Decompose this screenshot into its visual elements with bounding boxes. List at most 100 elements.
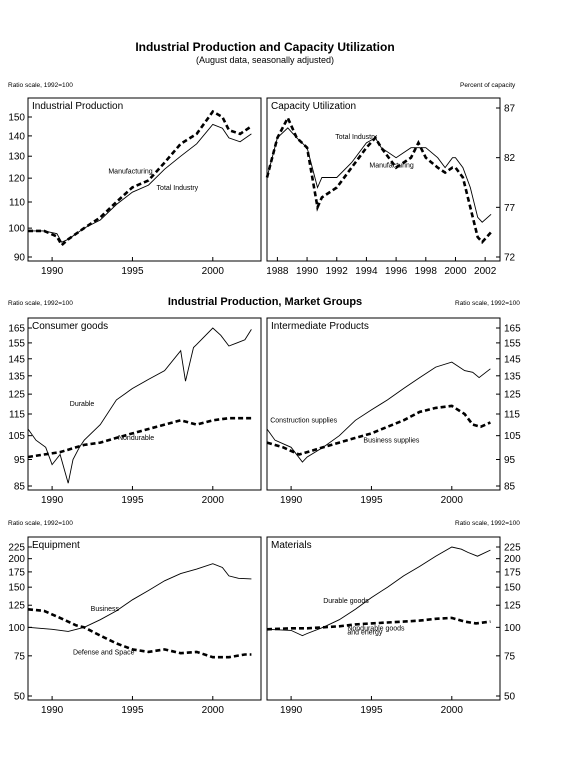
ip-frame [27, 97, 262, 262]
cu-xtick-label: 1998 [415, 266, 438, 277]
page-subtitle: (August data, seasonally adjusted) [195, 55, 335, 65]
materials-annotation-2: and energy [347, 630, 383, 637]
materials-xtick-label: 1995 [360, 705, 383, 716]
ip-annotation-0: Manufacturing [108, 169, 152, 176]
materials-annotation-1: Nondurable goods [347, 625, 405, 632]
scale-note-materials: Ratio scale, 1992=100 [455, 520, 520, 527]
materials-series-0 [266, 546, 491, 637]
ip-ytick-label: 140 [8, 131, 25, 142]
equipment-ytick-label: 225 [8, 543, 25, 554]
consumer-ytick-label: 105 [8, 431, 25, 442]
equipment-xtick-label: 1995 [121, 705, 144, 716]
cu-annotation-0: Total Industry [335, 134, 377, 141]
cu-title: Capacity Utilization [271, 101, 356, 112]
equipment-ytick-label: 75 [14, 651, 26, 662]
materials-ytick-label: 50 [504, 692, 516, 703]
consumer-frame [27, 317, 262, 491]
ip-ytick-label: 150 [8, 112, 25, 123]
intermediate-ytick-label: 155 [504, 338, 521, 349]
section-title-market-groups: Industrial Production, Market Groups [167, 296, 363, 308]
materials-ytick-label: 175 [504, 567, 521, 578]
equipment-annotation-1: Defense and Space [73, 650, 135, 657]
cu-ytick-label: 77 [504, 203, 516, 214]
consumer-series-1 [27, 416, 252, 459]
materials-ytick-label: 100 [504, 623, 521, 634]
equipment-series-1 [27, 608, 252, 659]
equipment-ytick-label: 150 [8, 583, 25, 594]
intermediate-ytick-label: 115 [504, 409, 520, 420]
intermediate-ytick-label: 165 [504, 324, 521, 335]
cu-xtick-label: 2000 [444, 266, 467, 277]
scale-note-intermediate: Ratio scale, 1992=100 [455, 300, 520, 307]
materials-ytick-label: 150 [504, 583, 521, 594]
equipment-annotation-0: Business [91, 606, 120, 613]
equipment-ytick-label: 125 [8, 601, 25, 612]
cu-xtick-label: 1994 [355, 266, 378, 277]
ip-ytick-label: 100 [8, 224, 25, 235]
consumer-ytick-label: 85 [14, 482, 26, 493]
materials-annotation-0: Durable goods [323, 598, 369, 605]
equipment-series-0 [27, 563, 252, 632]
cu-xtick-label: 1990 [296, 266, 319, 277]
consumer-ytick-label: 145 [8, 354, 25, 365]
intermediate-xtick-label: 1995 [360, 495, 383, 506]
intermediate-xtick-label: 2000 [441, 495, 464, 506]
ip-ytick-label: 130 [8, 152, 25, 163]
ip-ytick-label: 110 [9, 197, 25, 208]
intermediate-xtick-label: 1990 [280, 495, 303, 506]
scale-note-cu: Percent of capacity [460, 82, 516, 89]
ip-title: Industrial Production [32, 101, 123, 112]
materials-title: Materials [271, 540, 312, 551]
scale-note-ip: Ratio scale, 1992=100 [8, 82, 73, 89]
ip-xtick-label: 1995 [121, 266, 144, 277]
intermediate-title: Intermediate Products [271, 321, 369, 332]
consumer-ytick-label: 125 [8, 390, 25, 401]
cu-xtick-label: 1996 [385, 266, 408, 277]
cu-ytick-label: 87 [504, 104, 516, 115]
materials-series-1 [266, 616, 491, 631]
scale-note-consumer: Ratio scale, 1992=100 [8, 300, 73, 307]
ip-annotation-1: Total Industry [157, 185, 199, 192]
cu-xtick-label: 1988 [266, 266, 289, 277]
consumer-xtick-label: 1990 [41, 495, 64, 506]
consumer-ytick-label: 155 [8, 338, 25, 349]
intermediate-ytick-label: 125 [504, 390, 521, 401]
equipment-xtick-label: 1990 [41, 705, 64, 716]
consumer-annotation-0: Durable [70, 401, 95, 408]
consumer-ytick-label: 135 [8, 371, 25, 382]
cu-ytick-label: 82 [504, 153, 516, 164]
equipment-title: Equipment [32, 540, 80, 551]
intermediate-ytick-label: 135 [504, 371, 521, 382]
equipment-ytick-label: 100 [8, 623, 25, 634]
consumer-ytick-label: 95 [14, 455, 26, 466]
ip-series-1 [28, 123, 252, 243]
consumer-xtick-label: 2000 [202, 495, 225, 506]
consumer-ytick-label: 115 [9, 409, 25, 420]
materials-ytick-label: 75 [504, 651, 516, 662]
intermediate-annotation-0: Construction supplies [270, 417, 337, 424]
intermediate-frame [266, 317, 501, 491]
materials-xtick-label: 2000 [441, 705, 464, 716]
cu-xtick-label: 1992 [326, 266, 349, 277]
intermediate-series-1 [266, 404, 491, 456]
ip-series-0 [28, 109, 253, 248]
intermediate-series-0 [266, 361, 491, 463]
cu-xtick-label: 2002 [474, 266, 497, 277]
intermediate-ytick-label: 145 [504, 354, 521, 365]
consumer-annotation-1: Nondurable [118, 435, 154, 442]
equipment-frame [27, 536, 262, 701]
consumer-xtick-label: 1995 [121, 495, 144, 506]
cu-ytick-label: 72 [504, 253, 516, 264]
intermediate-annotation-1: Business supplies [363, 438, 420, 445]
scale-note-equipment: Ratio scale, 1992=100 [8, 520, 73, 527]
intermediate-ytick-label: 95 [504, 455, 516, 466]
equipment-ytick-label: 50 [14, 692, 26, 703]
intermediate-ytick-label: 85 [504, 482, 516, 493]
page-title: Industrial Production and Capacity Utili… [135, 40, 395, 54]
consumer-ytick-label: 165 [8, 324, 25, 335]
ip-ytick-label: 90 [14, 253, 26, 264]
ip-xtick-label: 2000 [202, 266, 225, 277]
equipment-xtick-label: 2000 [202, 705, 225, 716]
cu-annotation-1: Manufacturing [369, 163, 413, 170]
